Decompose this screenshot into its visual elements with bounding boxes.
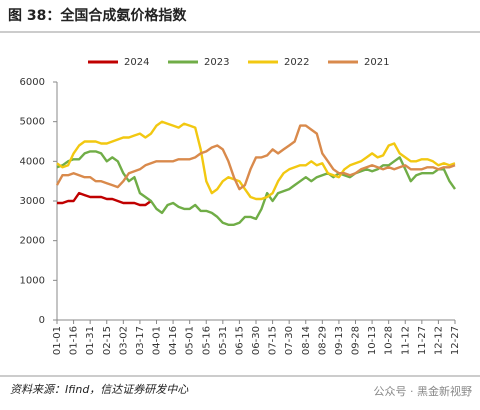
x-tick-label: 04-16 [168, 326, 179, 355]
x-tick-label: 01-01 [52, 326, 63, 355]
x-tick-label: 03-17 [135, 326, 146, 355]
y-tick-label: 4000 [20, 156, 45, 167]
y-tick-label: 0 [39, 315, 45, 326]
x-tick-label: 11-12 [400, 326, 411, 355]
series-line [56, 150, 456, 226]
y-tick-label: 2000 [20, 236, 45, 247]
x-tick-label: 06-15 [234, 326, 245, 355]
x-tick-label: 09-28 [351, 326, 362, 355]
series-line [57, 191, 152, 207]
x-tick-label: 05-16 [201, 326, 212, 355]
legend-label: 2024 [124, 57, 149, 68]
series-line [55, 124, 456, 191]
x-tick-label: 01-31 [85, 326, 96, 355]
x-tick-label: 04-01 [152, 326, 163, 355]
legend-label: 2023 [204, 57, 229, 68]
source: 资料来源：Ifind，信达证券研发中心 [10, 383, 189, 396]
x-tick-label: 01-16 [69, 326, 80, 355]
x-tick-label: 07-30 [284, 326, 295, 355]
y-tick-label: 1000 [20, 275, 45, 286]
y-tick-label: 5000 [20, 117, 45, 128]
chart-title: 图 38：全国合成氨价格指数 [8, 7, 187, 24]
x-tick-label: 09-13 [334, 326, 345, 355]
x-tick-label: 10-13 [367, 326, 378, 355]
legend-label: 2022 [284, 57, 309, 68]
x-tick-label: 03-02 [118, 326, 129, 355]
y-tick-label: 6000 [20, 77, 45, 88]
x-tick-label: 12-12 [433, 326, 444, 355]
legend-label: 2021 [364, 57, 389, 68]
x-tick-label: 12-27 [450, 326, 461, 355]
series-line [56, 120, 456, 201]
watermark: 公众号 · 黑金新视野 [374, 384, 473, 398]
x-tick-label: 06-30 [251, 326, 262, 355]
x-tick-label: 05-31 [218, 326, 229, 355]
x-tick-label: 10-28 [384, 326, 395, 355]
x-tick-label: 08-29 [317, 326, 328, 355]
x-tick-label: 02-15 [102, 326, 113, 355]
x-tick-label: 08-14 [301, 326, 312, 355]
x-tick-label: 07-15 [268, 326, 279, 355]
x-tick-label: 05-01 [185, 326, 196, 355]
y-tick-label: 3000 [20, 196, 45, 207]
x-tick-label: 11-27 [417, 326, 428, 355]
